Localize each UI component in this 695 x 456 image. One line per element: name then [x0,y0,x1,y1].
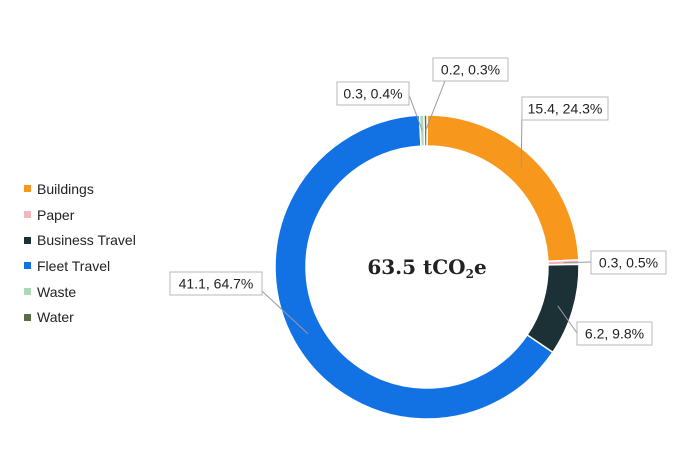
data-label-box [521,96,609,121]
legend-swatch [24,262,31,270]
data-labels: 15.4, 24.3% 0.3, 0.5% 6.2, 9.8% 41.1, 64.7%… [169,57,667,346]
data-label-box [336,81,410,106]
legend-item-business-travel: Business Travel [24,227,136,253]
data-label-text: 6.2, 9.8% [585,326,644,342]
data-label-box [169,271,263,296]
legend-label: Water [37,309,74,326]
legend-label: Business Travel [37,232,136,249]
legend-item-waste: Waste [24,279,136,305]
legend-swatch [24,185,31,193]
data-label-text: 0.3, 0.5% [599,255,658,271]
leader-line-waste [408,94,423,131]
slice-fleet-travel [274,114,554,420]
leader-line-fleet-travel [261,290,309,335]
data-label-fleet-travel: 41.1, 64.7% [169,271,263,296]
legend-label: Paper [37,206,75,223]
legend-swatch [24,313,31,321]
legend-label: Fleet Travel [37,257,111,274]
slice-buildings [426,114,580,263]
legend-swatch [24,236,31,244]
slice-business-travel [526,263,580,354]
data-label-box [576,321,653,346]
data-label-buildings: 15.4, 24.3% [521,96,609,121]
leader-line-paper [563,261,592,264]
legend-swatch [24,288,31,296]
leader-line-water [425,80,446,131]
data-label-business-travel: 6.2, 9.8% [576,321,653,346]
data-label-paper: 0.3, 0.5% [590,250,667,275]
legend-swatch [24,211,31,219]
center-total-label: 63.5 tCO2e [367,255,486,281]
legend-item-buildings: Buildings [24,176,136,202]
legend-label: Waste [37,283,77,300]
data-label-text: 41.1, 64.7% [179,276,254,292]
data-label-box [432,57,509,82]
legend-item-water: Water [24,304,136,330]
legend-item-paper: Paper [24,202,136,228]
data-label-text: 15.4, 24.3% [528,101,603,117]
data-label-waste: 0.3, 0.4% [336,81,410,106]
legend: Buildings Paper Business Travel Fleet Trave… [24,176,136,330]
donut-slices [274,114,580,420]
legend-label: Buildings [37,180,94,197]
data-label-water: 0.2, 0.3% [432,57,509,82]
data-label-box [590,250,667,275]
legend-item-fleet-travel: Fleet Travel [24,253,136,279]
data-label-text: 0.3, 0.4% [343,86,402,102]
data-label-text: 0.2, 0.3% [441,62,500,78]
slice-water [423,114,428,147]
leader-line-business-travel [557,305,578,334]
